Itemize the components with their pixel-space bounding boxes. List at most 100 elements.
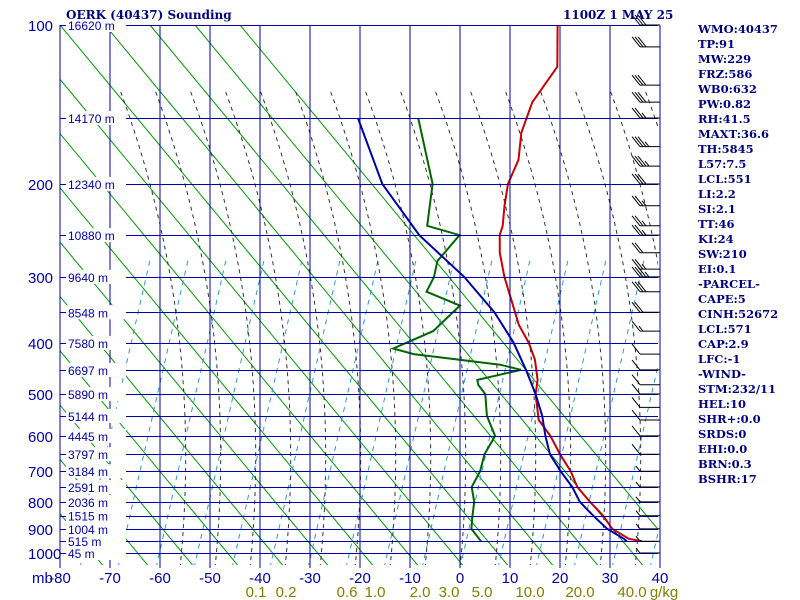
height-label: 5890 m bbox=[68, 388, 108, 402]
wind-barb-flag bbox=[631, 91, 641, 103]
height-label: 5144 m bbox=[68, 410, 108, 424]
pressure-tick-label: 600 bbox=[28, 429, 53, 446]
moist-adiabat bbox=[189, 89, 257, 565]
temperature-tick-label: -80 bbox=[49, 570, 71, 587]
wind-barb-half bbox=[644, 141, 650, 147]
pressure-tick-label: 100 bbox=[28, 18, 53, 35]
height-label-bg bbox=[66, 480, 126, 495]
wind-barb-flag bbox=[631, 266, 641, 278]
height-label-bg bbox=[66, 269, 126, 284]
stat-line: MW:229 bbox=[698, 52, 752, 66]
moist-adiabat bbox=[399, 89, 467, 565]
wind-barb-flag bbox=[634, 136, 644, 147]
wind-barb-flag bbox=[631, 195, 641, 207]
parcel-profile bbox=[356, 117, 628, 542]
mixing-ratio-line bbox=[612, 363, 658, 565]
height-label: 2591 m bbox=[68, 481, 108, 495]
wind-barb-flag bbox=[631, 36, 641, 48]
height-label-bg bbox=[66, 408, 126, 423]
mixing-ratio-label: 10.0 bbox=[515, 584, 544, 600]
temperature-tick-label: -60 bbox=[149, 570, 171, 587]
wind-barb-flag bbox=[631, 136, 641, 147]
dry-adiabat bbox=[60, 132, 419, 565]
pressure-tick-label: 1000 bbox=[28, 546, 61, 563]
wind-barb-flag bbox=[631, 383, 641, 395]
stat-line: SRDS:0 bbox=[698, 427, 747, 441]
height-label: 16620 m bbox=[68, 19, 115, 33]
mixing-ratio-label: 5.0 bbox=[472, 584, 493, 600]
wind-barb-flag bbox=[637, 14, 647, 26]
mixing-ratio-label: 40.0 bbox=[617, 584, 646, 600]
mixing-ratio-line bbox=[118, 259, 189, 565]
wind-barb-flag bbox=[637, 173, 647, 185]
stat-line: EHI:0.0 bbox=[698, 442, 748, 456]
height-label: 1515 m bbox=[68, 510, 108, 524]
wind-barb-flag bbox=[631, 14, 641, 26]
wind-barb-flag bbox=[631, 443, 641, 455]
stat-line: L57:7.5 bbox=[698, 157, 747, 171]
mixing-ratio-line bbox=[308, 259, 379, 565]
wind-barb-flag bbox=[634, 36, 644, 48]
stat-line: FRZ:586 bbox=[698, 67, 753, 81]
stat-line: CINH:52672 bbox=[698, 307, 779, 321]
height-label-bg bbox=[66, 362, 126, 377]
wind-barb-flag bbox=[631, 320, 641, 332]
wind-barb-flag bbox=[634, 215, 644, 227]
wind-barb-flag bbox=[634, 258, 644, 270]
temperature-tick-label: 0 bbox=[456, 570, 464, 587]
mixing-ratio-label: 1.0 bbox=[365, 584, 386, 600]
wind-barb-flag bbox=[634, 74, 644, 86]
height-label-bg bbox=[66, 494, 126, 509]
stat-line: CAPE:5 bbox=[698, 292, 746, 306]
dry-adiabat bbox=[239, 25, 658, 531]
moist-adiabat bbox=[294, 89, 362, 565]
temperature-tick-label: -10 bbox=[399, 570, 421, 587]
height-label-bg bbox=[66, 508, 126, 523]
dry-adiabat bbox=[104, 25, 554, 565]
moist-adiabat bbox=[329, 89, 397, 565]
mixing-ratio-label: 0.1 bbox=[246, 584, 267, 600]
height-label-bg bbox=[66, 176, 126, 191]
wind-barb-flag bbox=[631, 397, 641, 408]
wind-barb-half bbox=[635, 523, 641, 530]
mixing-ratio-line bbox=[346, 259, 417, 565]
moist-adiabat bbox=[469, 89, 537, 565]
height-label: 10880 m bbox=[68, 229, 115, 243]
stat-line: SW:210 bbox=[698, 247, 747, 261]
wind-barb-half bbox=[641, 220, 647, 227]
wind-barb-flag bbox=[631, 224, 641, 236]
pressure-tick-label: 300 bbox=[28, 270, 53, 287]
moist-adiabat bbox=[609, 89, 658, 267]
pressure-tick-label: 200 bbox=[28, 177, 53, 194]
moist-adiabat bbox=[434, 89, 502, 565]
height-label-bg bbox=[66, 546, 126, 560]
stat-line: LI:2.2 bbox=[698, 187, 736, 201]
stat-line: BRN:0.3 bbox=[698, 457, 752, 471]
height-label: 515 m bbox=[68, 535, 101, 549]
height-label: 45 m bbox=[68, 547, 95, 561]
height-label-bg bbox=[66, 534, 126, 549]
temperature-tick-label: 40 bbox=[652, 570, 669, 587]
height-label-bg bbox=[66, 335, 126, 350]
temperature-tick-label: -50 bbox=[199, 570, 221, 587]
wind-barb-half bbox=[638, 325, 644, 332]
dry-adiabat bbox=[60, 295, 284, 565]
height-label: 8548 m bbox=[68, 306, 108, 320]
wind-barb-flag bbox=[631, 173, 641, 185]
stat-line: CAP:2.9 bbox=[698, 337, 749, 351]
mixing-ratio-label: 3.0 bbox=[439, 584, 460, 600]
mixing-ratio-label: g/kg bbox=[650, 584, 678, 600]
wind-barb-flag bbox=[637, 74, 647, 86]
wind-barb-flag bbox=[637, 155, 647, 167]
wind-barb-half bbox=[644, 271, 650, 278]
wind-barb-flag bbox=[631, 155, 641, 167]
wind-barb-flag bbox=[631, 215, 641, 227]
height-label-bg bbox=[66, 18, 126, 32]
moist-adiabat bbox=[154, 89, 222, 565]
wind-barb-flag bbox=[631, 359, 641, 371]
wind-barb-flag bbox=[631, 281, 641, 293]
wind-barb-half bbox=[635, 465, 641, 472]
height-label: 2036 m bbox=[68, 496, 108, 510]
height-label-bg bbox=[66, 447, 126, 462]
wind-barb-flag bbox=[634, 301, 644, 313]
